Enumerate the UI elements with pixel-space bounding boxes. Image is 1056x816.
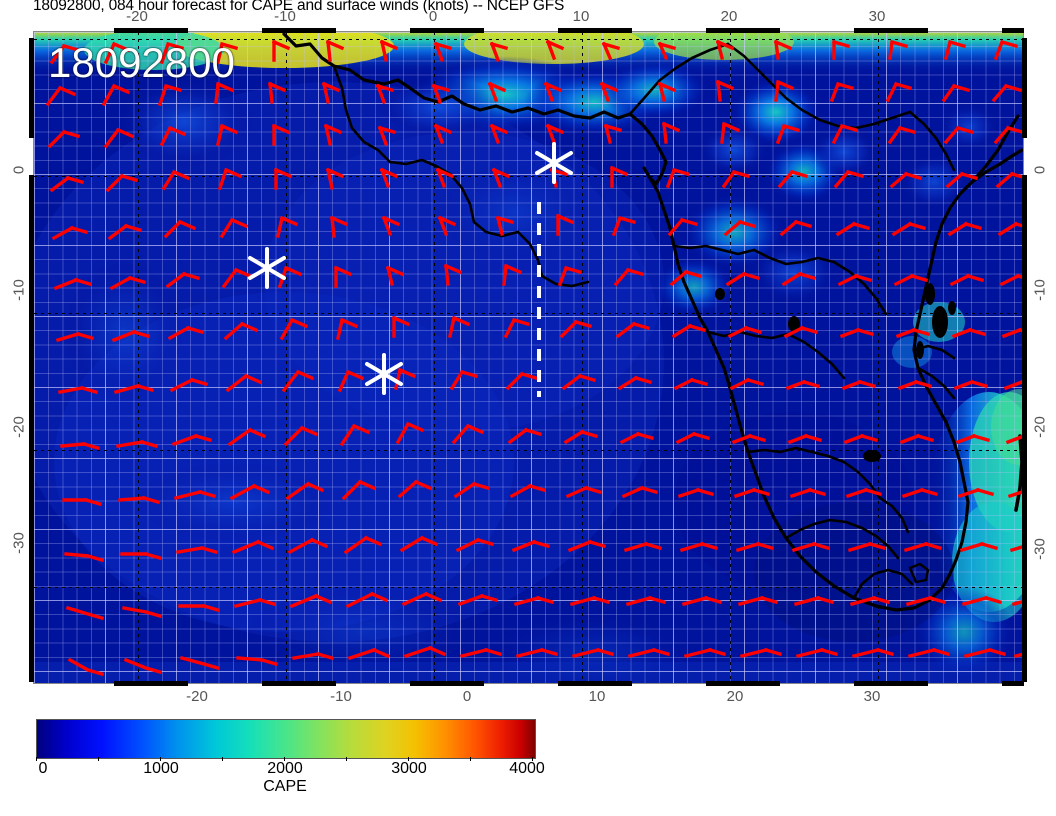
colorbar-ticks xyxy=(36,757,534,763)
tick-bar-bottom xyxy=(114,681,188,686)
map-plot-area[interactable]: 18092800 xyxy=(33,31,1024,684)
axis-label-right: -10 xyxy=(1031,279,1049,301)
axis-label-top: -20 xyxy=(126,8,148,25)
tick-bar-top xyxy=(1002,28,1024,33)
tick-bar-bottom xyxy=(558,681,632,686)
tick-bar-right xyxy=(1022,38,1027,138)
colorbar-tick-label: 2000 xyxy=(267,760,303,777)
tick-bar-bottom xyxy=(410,681,484,686)
axis-label-left: -20 xyxy=(10,416,28,438)
axis-label-left: -10 xyxy=(10,279,28,301)
tick-bar-right xyxy=(1022,586,1027,682)
colorbar-tick-label: 4000 xyxy=(509,760,545,777)
tick-bar-top xyxy=(558,28,632,33)
tick-bar-top xyxy=(410,28,484,33)
axis-label-bottom: 30 xyxy=(863,688,881,705)
date-stamp-overlay: 18092800 xyxy=(48,39,235,86)
axis-label-right: -20 xyxy=(1031,416,1049,438)
tick-bar-bottom xyxy=(706,681,780,686)
tick-bar-left xyxy=(29,175,34,312)
axis-label-top: 10 xyxy=(572,8,590,25)
colorbar-tick-label: 0 xyxy=(38,760,48,777)
tick-bar-left xyxy=(29,312,34,449)
colorbar-tick-label: 3000 xyxy=(391,760,427,777)
axis-label-bottom: 20 xyxy=(726,688,744,705)
coastline-overlay xyxy=(282,32,1023,612)
colorbar-tick-label: 1000 xyxy=(143,760,179,777)
axis-label-right: -30 xyxy=(1031,538,1049,560)
tick-bar-bottom xyxy=(1002,681,1024,686)
colorbar[interactable] xyxy=(36,719,536,759)
tick-bar-top xyxy=(262,28,336,33)
tick-bar-bottom xyxy=(854,681,928,686)
tick-bar-right xyxy=(1022,175,1027,312)
axis-label-bottom: 0 xyxy=(462,688,472,705)
tick-bar-left xyxy=(29,449,34,586)
tick-bar-top xyxy=(706,28,780,33)
tick-bar-right xyxy=(1022,449,1027,586)
tick-bar-left xyxy=(29,38,34,138)
axis-label-left: -30 xyxy=(10,532,28,554)
tick-bar-bottom xyxy=(262,681,336,686)
tick-bar-right xyxy=(1022,312,1027,449)
axis-label-top: -10 xyxy=(274,8,296,25)
axis-label-top: 0 xyxy=(428,8,438,25)
axis-label-bottom: -20 xyxy=(186,688,208,705)
axis-label-bottom: -10 xyxy=(330,688,352,705)
axis-label-top: 20 xyxy=(720,8,738,25)
axis-label-top: 30 xyxy=(868,8,886,25)
tick-bar-top xyxy=(114,28,188,33)
tick-bar-left xyxy=(29,586,34,682)
wind-barb-overlay xyxy=(45,39,1023,677)
axis-label-right: 0 xyxy=(1031,165,1049,175)
track-line xyxy=(537,202,541,397)
axis-label-bottom: 10 xyxy=(588,688,606,705)
colorbar-title: CAPE xyxy=(263,778,307,795)
page-title: 18092800, 084 hour forecast for CAPE and… xyxy=(33,0,565,14)
tick-bar-top xyxy=(854,28,928,33)
axis-label-left: 0 xyxy=(10,165,28,175)
